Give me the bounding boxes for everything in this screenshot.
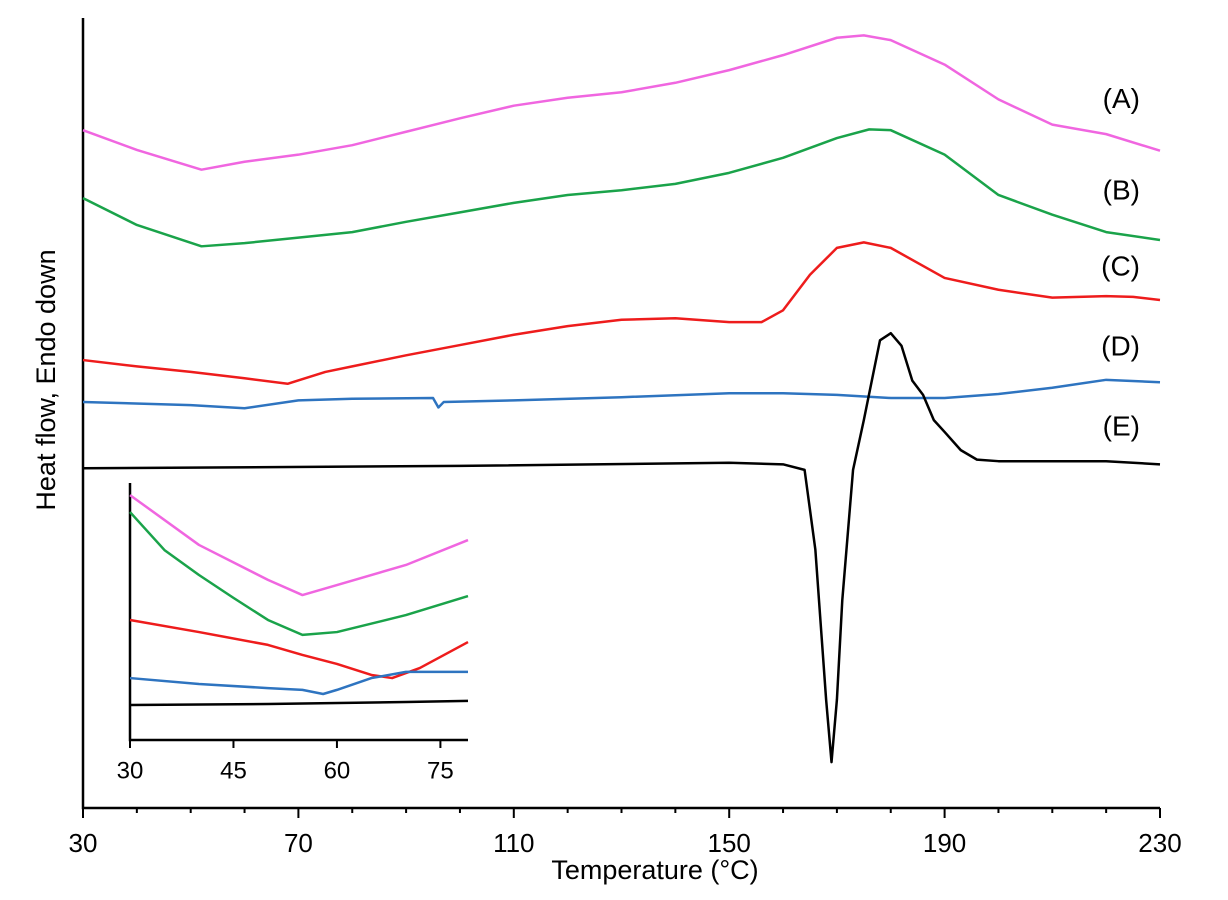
series-label: (C)	[1101, 250, 1140, 281]
series-line	[129, 618, 469, 680]
series-line	[129, 670, 468, 696]
x-tick-label: 70	[284, 828, 313, 858]
series-label: (B)	[1103, 174, 1140, 205]
x-axis-label: Temperature (°C)	[551, 855, 758, 885]
x-tick-label: 30	[69, 828, 98, 858]
series-line	[129, 511, 469, 637]
y-axis-label: Heat flow, Endo down	[31, 249, 61, 510]
x-tick-label: 150	[708, 828, 751, 858]
x-tick-label: 30	[117, 757, 144, 784]
x-tick-label: 45	[220, 757, 247, 784]
x-tick-label: 230	[1138, 828, 1181, 858]
series-line	[129, 494, 469, 597]
series-line	[82, 34, 1161, 171]
x-tick-label: 60	[324, 757, 351, 784]
axes	[81, 18, 1160, 810]
x-tick-label: 110	[493, 828, 534, 858]
series-line	[82, 128, 1161, 248]
series-label: (E)	[1103, 411, 1140, 442]
series-label: (A)	[1103, 83, 1140, 114]
x-tick-label: 75	[427, 757, 454, 784]
series-label: (D)	[1101, 331, 1140, 362]
series-line	[82, 241, 1161, 386]
x-tick-label: 190	[923, 828, 966, 858]
series-line	[82, 378, 1161, 410]
series-line	[129, 699, 469, 707]
series-line	[82, 331, 1161, 764]
